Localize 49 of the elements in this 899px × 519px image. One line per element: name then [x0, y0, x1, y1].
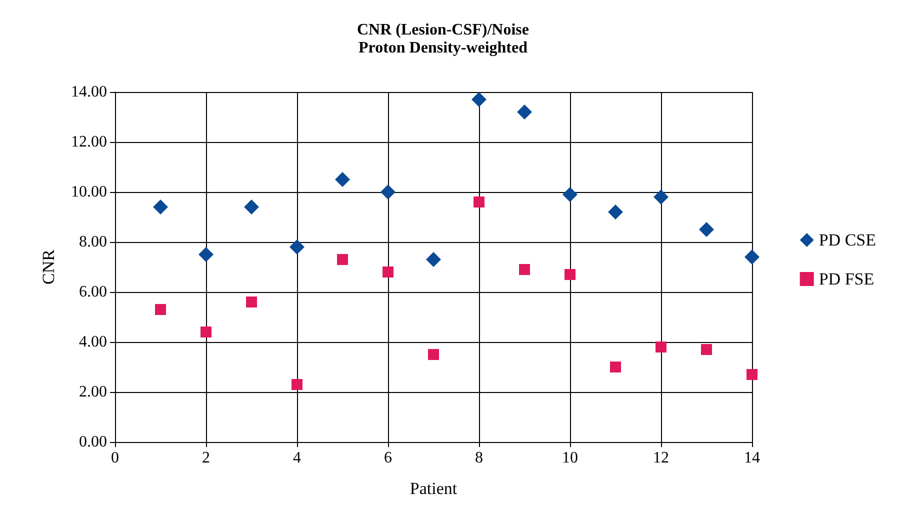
- point: [656, 342, 666, 352]
- point: [474, 196, 484, 208]
- point: [699, 222, 714, 237]
- point: [428, 349, 439, 360]
- chart-title: CNR (Lesion-CSF)/Noise Proton Density-weighted: [357, 22, 529, 56]
- y-tick-label: 4.00: [79, 334, 107, 350]
- point: [517, 104, 532, 120]
- point: [198, 247, 214, 262]
- point: [335, 172, 350, 187]
- y-tick-label: 12.00: [71, 134, 107, 150]
- y-axis-title: CNR: [39, 248, 58, 284]
- point: [608, 204, 623, 220]
- x-axis-title: Patient: [410, 479, 458, 498]
- y-tick-label: 6.00: [79, 284, 107, 300]
- point: [746, 369, 758, 380]
- point: [610, 362, 621, 372]
- x-tick-label: 8: [475, 450, 483, 466]
- y-tick-label: 0.00: [79, 434, 107, 450]
- point: [744, 250, 760, 264]
- x-tick-label: 4: [293, 450, 301, 466]
- point: [380, 184, 396, 200]
- point: [292, 379, 302, 390]
- point: [244, 200, 259, 214]
- legend-label: PD CSE: [818, 230, 876, 250]
- point: [519, 264, 530, 275]
- y-tick-label: 2.00: [79, 384, 107, 400]
- point: [472, 92, 486, 107]
- point: [382, 266, 394, 278]
- point: [426, 252, 441, 267]
- y-tick-label: 10.00: [71, 184, 107, 200]
- x-tick-label: 14: [744, 450, 760, 466]
- y-tick-label: 8.00: [79, 234, 107, 250]
- point: [562, 187, 578, 202]
- point: [246, 296, 257, 308]
- y-tick-label: 14.00: [71, 84, 107, 100]
- point: [564, 269, 576, 280]
- x-tick-label: 2: [202, 450, 210, 466]
- x-tick-label: 10: [562, 450, 578, 466]
- x-tick-label: 12: [653, 450, 669, 466]
- x-tick-label: 6: [384, 450, 392, 466]
- x-tick-label: 0: [111, 450, 119, 466]
- point: [701, 344, 712, 355]
- point: [290, 240, 304, 254]
- point: [337, 254, 348, 265]
- point: [153, 200, 168, 214]
- point: [200, 326, 212, 338]
- legend-label: PD FSE: [818, 270, 874, 288]
- point: [155, 304, 166, 315]
- point: [654, 190, 668, 204]
